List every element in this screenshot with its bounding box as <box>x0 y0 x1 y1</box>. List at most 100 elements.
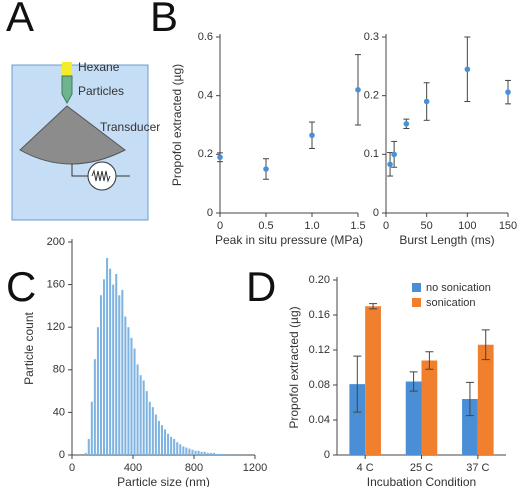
legend-swatch <box>412 298 421 307</box>
y-tick-label: 80 <box>53 364 65 376</box>
wave <box>91 169 111 183</box>
bar <box>84 452 87 455</box>
y-tick-label: 200 <box>47 236 65 248</box>
bar <box>225 453 228 455</box>
bar <box>182 446 185 455</box>
x-axis-label: Peak in situ pressure (MPa) <box>215 233 363 247</box>
bar <box>87 439 90 455</box>
panel-letter: A <box>6 0 34 40</box>
bar <box>115 273 118 455</box>
y-tick-label: 0.04 <box>309 414 330 426</box>
bar <box>185 447 188 455</box>
point <box>217 154 223 161</box>
label: Transducer <box>100 120 160 134</box>
bar <box>121 289 124 455</box>
y-tick-label: 0.6 <box>198 31 213 43</box>
bar <box>462 399 478 455</box>
label: Particles <box>78 84 124 98</box>
bar <box>179 444 182 455</box>
bar <box>130 337 133 455</box>
bar <box>157 420 160 455</box>
legend-label: sonication <box>426 297 476 309</box>
bar <box>93 359 96 455</box>
y-tick-label: 0.1 <box>364 148 379 160</box>
x-tick-label: 0 <box>217 220 223 232</box>
y-axis-label: Particle count <box>22 311 36 384</box>
bar <box>365 306 381 455</box>
bar <box>170 436 173 455</box>
panel-letter: B <box>150 0 178 40</box>
x-tick-label: 1.5 <box>350 220 365 232</box>
bar <box>215 453 218 455</box>
bar <box>228 453 231 455</box>
bar <box>142 380 145 455</box>
particles-tip <box>61 75 73 105</box>
bar <box>221 453 224 455</box>
bar <box>118 295 121 455</box>
point <box>505 89 511 95</box>
bar <box>96 327 99 455</box>
bar <box>154 414 157 455</box>
point <box>387 161 393 168</box>
y-tick-label: 0.16 <box>309 309 330 321</box>
y-axis-label: Propofol extracted (µg) <box>170 64 184 186</box>
bar <box>167 433 170 455</box>
point <box>391 151 397 158</box>
bar <box>212 452 215 455</box>
x-tick-label: 150 <box>499 220 517 232</box>
panel-letter: D <box>246 263 276 310</box>
bar <box>421 360 438 455</box>
y-tick-label: 160 <box>47 279 65 291</box>
bar <box>109 268 112 455</box>
label: Hexane <box>78 60 120 74</box>
bar <box>148 401 151 455</box>
x-tick-label: 0 <box>69 462 75 474</box>
panel-letter: C <box>6 263 36 310</box>
bar <box>173 439 176 455</box>
wire <box>71 164 88 177</box>
hexane-layer <box>62 62 72 76</box>
bar <box>188 448 191 455</box>
bar <box>243 453 246 455</box>
legend-label: no sonication <box>426 282 491 294</box>
bar <box>191 449 194 455</box>
panel-a: A Hexane Particles Transducer <box>6 0 160 221</box>
bar <box>197 450 200 455</box>
y-tick-label: 120 <box>47 321 65 333</box>
x-tick-label: 800 <box>185 462 203 474</box>
bar <box>90 401 93 455</box>
y-tick-label: 0.2 <box>364 90 379 102</box>
bar <box>136 364 139 455</box>
x-tick-label: 50 <box>421 220 433 232</box>
x-tick-label: 4 C <box>357 462 374 474</box>
point <box>403 121 410 127</box>
bar <box>203 451 206 455</box>
bar <box>133 348 136 455</box>
bar <box>405 381 422 455</box>
bar <box>151 407 154 455</box>
bar <box>209 452 212 455</box>
bar <box>164 429 167 455</box>
bar <box>176 442 179 455</box>
transducer <box>19 105 126 165</box>
x-tick-label: 25 C <box>410 462 433 474</box>
bar <box>112 284 115 455</box>
y-tick-label: 0 <box>373 207 379 219</box>
bar <box>106 257 109 455</box>
y-axis-label: Propofol extracted (µg) <box>287 306 301 428</box>
bar <box>139 375 142 455</box>
bar <box>477 344 494 455</box>
y-tick-label: 0.12 <box>309 344 330 356</box>
bar <box>200 451 203 455</box>
y-tick-label: 0.08 <box>309 379 330 391</box>
point <box>423 98 430 105</box>
y-tick-label: 0.4 <box>198 90 213 102</box>
x-tick-label: 0.5 <box>258 220 273 232</box>
legend-swatch <box>412 283 421 292</box>
bar <box>99 295 102 455</box>
y-tick-label: 0 <box>324 449 330 461</box>
y-tick-label: 0.2 <box>198 148 213 160</box>
y-tick-label: 0.20 <box>309 274 330 286</box>
x-tick-label: 400 <box>124 462 142 474</box>
